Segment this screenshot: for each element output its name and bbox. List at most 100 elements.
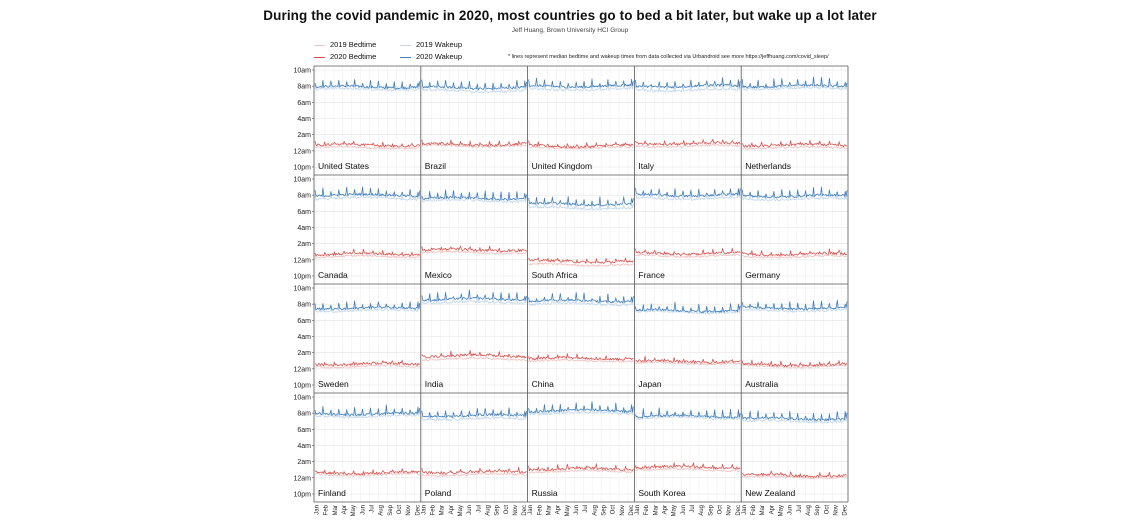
y-tick-label: 4am — [297, 225, 311, 232]
panel-label-china: China — [532, 379, 554, 389]
x-tick-label: Jun — [788, 505, 794, 515]
x-tick-label: Oct — [824, 505, 830, 515]
panel-label-netherlands: Netherlands — [745, 161, 791, 171]
panel-label-canada: Canada — [318, 270, 348, 280]
series-poland-bed2020 — [421, 466, 527, 475]
series-united-kingdom-wake2020 — [528, 77, 634, 89]
y-tick-label: 6am — [297, 209, 311, 216]
series-new-zealand-wake2019 — [741, 415, 848, 424]
series-india-wake2019 — [421, 296, 528, 305]
x-tick-label: Sep — [495, 504, 501, 515]
y-tick-label: 10pm — [293, 383, 311, 390]
x-tick-label: Jun — [681, 505, 687, 515]
y-tick-label: 8am — [297, 84, 311, 91]
series-china-wake2020 — [528, 291, 634, 304]
legend-label-2020-bedtime: 2020 Bedtime — [330, 52, 377, 61]
series-poland-wake2019 — [421, 413, 528, 422]
x-tick-label: Dec — [415, 505, 421, 516]
x-tick-label: Feb — [644, 504, 650, 515]
x-tick-label: Jun — [574, 505, 580, 515]
series-mexico-wake2019 — [421, 194, 528, 204]
panel-label-australia: Australia — [745, 379, 778, 389]
panel-label-brazil: Brazil — [425, 161, 446, 171]
series-australia-wake2020 — [741, 299, 848, 311]
series-canada-bed2020 — [314, 248, 421, 257]
series-mexico-bed2019 — [421, 250, 527, 255]
series-finland-bed2019 — [314, 472, 421, 478]
series-china-wake2019 — [528, 298, 634, 307]
series-australia-wake2019 — [741, 304, 848, 313]
x-tick-label: May — [458, 505, 464, 516]
y-tick-label: 6am — [297, 427, 311, 434]
x-tick-label: Nov — [406, 505, 412, 516]
series-italy-wake2020 — [635, 77, 741, 89]
panel-label-new-zealand: New Zealand — [745, 488, 795, 498]
x-tick-label: Sep — [388, 504, 394, 515]
x-tick-label: Nov — [620, 505, 626, 516]
x-tick-label: Aug — [592, 505, 598, 516]
panel-label-finland: Finland — [318, 488, 346, 498]
panel-label-united-states: United States — [318, 161, 369, 171]
y-tick-label: 8am — [297, 193, 311, 200]
x-tick-label: Jan — [742, 505, 748, 515]
panel-label-south-korea: South Korea — [638, 488, 686, 498]
x-tick-label: Feb — [324, 504, 330, 515]
series-finland-wake2020 — [314, 404, 421, 417]
series-south-africa-wake2020 — [528, 196, 634, 207]
series-brazil-wake2020 — [421, 79, 527, 91]
series-finland-bed2020 — [314, 468, 420, 476]
x-tick-label: Apr — [769, 505, 775, 514]
y-tick-label: 10am — [293, 286, 311, 293]
series-poland-bed2019 — [421, 472, 527, 477]
series-canada-wake2019 — [314, 192, 421, 201]
panel-label-sweden: Sweden — [318, 379, 349, 389]
series-germany-wake2019 — [741, 194, 848, 202]
panel-label-france: France — [638, 270, 665, 280]
series-south-africa-bed2020 — [528, 257, 634, 264]
y-tick-label: 12am — [293, 366, 311, 373]
y-tick-label: 2am — [297, 132, 311, 139]
series-netherlands-bed2019 — [742, 145, 848, 151]
panel-label-poland: Poland — [425, 488, 452, 498]
x-tick-label: Oct — [717, 505, 723, 515]
data-source-note: * lines represent median bedtime and wak… — [508, 54, 829, 60]
x-tick-label: Jul — [797, 505, 803, 513]
legend-label-2020-wakeup: 2020 Wakeup — [416, 52, 463, 61]
chart-title: During the covid pandemic in 2020, most … — [263, 8, 877, 23]
x-tick-label: Jul — [370, 505, 376, 513]
legend-swatch-2019-bedtime — [314, 44, 325, 46]
x-tick-label: Jan — [635, 505, 641, 515]
series-france-wake2020 — [635, 188, 741, 198]
x-tick-label: Sep — [708, 504, 714, 515]
x-tick-label: Aug — [486, 505, 492, 516]
series-canada-bed2019 — [314, 254, 421, 259]
series-south-korea-wake2019 — [634, 411, 741, 421]
x-tick-label: Apr — [342, 505, 348, 514]
x-tick-label: Jan — [315, 505, 321, 515]
legend-swatch-2020-wakeup — [400, 56, 411, 58]
series-finland-wake2019 — [314, 410, 421, 419]
x-tick-label: Mar — [440, 505, 446, 515]
x-tick-label: Feb — [431, 504, 437, 515]
legend-item-2019-bedtime: 2019 Bedtime — [314, 40, 376, 49]
y-tick-label: 10pm — [293, 492, 311, 499]
x-tick-label: Sep — [601, 504, 607, 515]
y-tick-label: 8am — [297, 302, 311, 309]
y-tick-label: 10am — [293, 177, 311, 184]
y-tick-label: 2am — [297, 350, 311, 357]
series-sweden-bed2019 — [314, 364, 421, 369]
x-tick-label: Jan — [421, 505, 427, 515]
series-south-africa-bed2019 — [528, 262, 634, 267]
series-germany-bed2020 — [741, 248, 848, 257]
x-tick-label: Jun — [467, 505, 473, 515]
x-tick-label: Dec — [736, 505, 742, 516]
x-tick-label: Aug — [379, 505, 385, 516]
x-tick-label: Jun — [360, 505, 366, 515]
y-tick-label: 10am — [293, 68, 311, 75]
x-tick-label: Feb — [751, 504, 757, 515]
x-tick-label: Oct — [611, 505, 617, 515]
series-italy-wake2019 — [634, 83, 741, 93]
x-tick-label: Jul — [690, 505, 696, 513]
series-france-wake2019 — [634, 192, 741, 201]
panel-label-south-africa: South Africa — [532, 270, 578, 280]
